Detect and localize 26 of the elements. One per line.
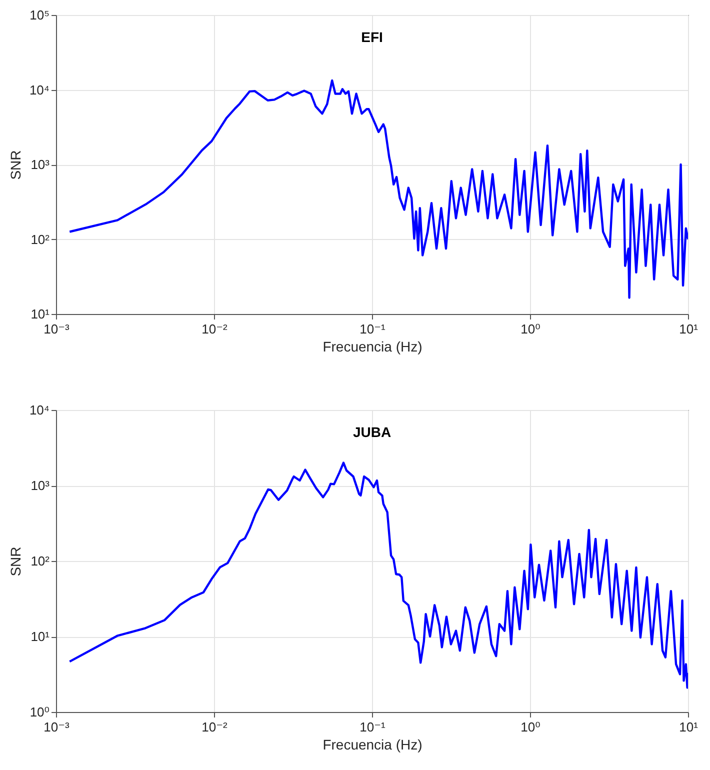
x-tick-label: 10¹ <box>679 720 699 734</box>
x-tick-label: 10⁻³ <box>44 322 70 336</box>
y-tick-label: 10³ <box>30 157 50 172</box>
y-tick-label: 10¹ <box>30 306 50 322</box>
x-axis-title: Frecuencia (Hz) <box>322 736 422 752</box>
x-tick-label: 10¹ <box>679 322 699 336</box>
y-tick-label: 10⁵ <box>30 8 50 22</box>
y-tick-label: 10² <box>30 232 50 247</box>
text: JUBA <box>352 424 392 440</box>
x-tick-label: 10⁰ <box>520 322 540 336</box>
y-tick-label: 10¹ <box>30 629 50 644</box>
y-tick-label: 10⁴ <box>29 402 50 418</box>
y-tick-label: 10⁴ <box>29 82 50 98</box>
x-tick-label: 10⁻² <box>202 322 228 336</box>
x-axis-title: Frecuencia (Hz) <box>322 338 422 354</box>
x-tick-label: 10⁻³ <box>44 720 70 734</box>
x-tick-label: 10⁻¹ <box>360 720 386 734</box>
x-tick-label: 10⁻¹ <box>360 322 386 336</box>
x-tick-label: 10⁰ <box>520 720 540 734</box>
y-tick-label: 10² <box>30 554 50 568</box>
y-tick-label: 10³ <box>30 478 50 493</box>
y-axis-title: SNR <box>7 150 24 180</box>
y-axis-title: SNR <box>7 546 24 576</box>
x-tick-label: 10⁻² <box>202 720 228 734</box>
text: EFI <box>361 29 383 45</box>
y-tick-label: 10⁰ <box>30 704 50 720</box>
